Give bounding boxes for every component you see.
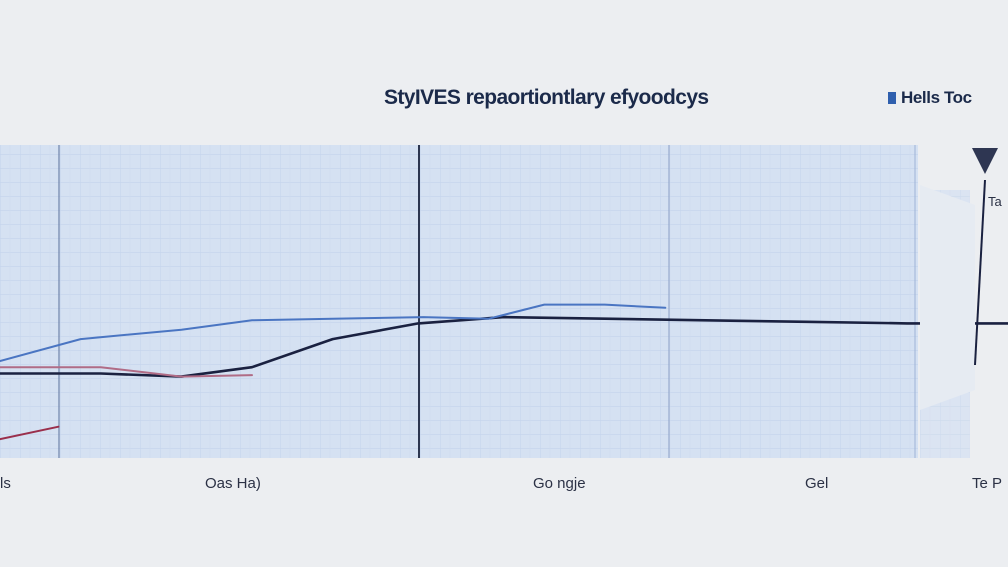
series-layer [0, 303, 1008, 441]
callout-shape [920, 185, 975, 410]
x-tick-label: Go ngje [533, 475, 586, 492]
callout-line [974, 179, 986, 366]
grid-lines [58, 145, 916, 458]
legend-label: Hells Toc [901, 88, 972, 107]
legend-swatch [888, 92, 896, 104]
side-label: Ta [988, 194, 1003, 209]
x-tick-label: Te P [972, 475, 1002, 492]
series-line [0, 366, 253, 378]
series-line [0, 425, 60, 441]
x-tick-label: Oas Ha) [205, 475, 261, 492]
plot-panel-main [0, 145, 918, 458]
x-tick-labels: ls Oas Ha) Go ngje Gel Te P [0, 475, 1002, 492]
side-annotation: Ta [920, 148, 1003, 410]
x-tick-label: ls [0, 475, 11, 492]
marker-triangle [972, 148, 998, 174]
plot-background [0, 145, 970, 458]
x-tick-label: Gel [805, 475, 828, 492]
series-line [0, 315, 1008, 378]
series-line [0, 303, 667, 362]
chart-title: StyIVES repaortiontlary efyoodcys [384, 86, 709, 109]
legend: Hells Toc [888, 88, 972, 108]
